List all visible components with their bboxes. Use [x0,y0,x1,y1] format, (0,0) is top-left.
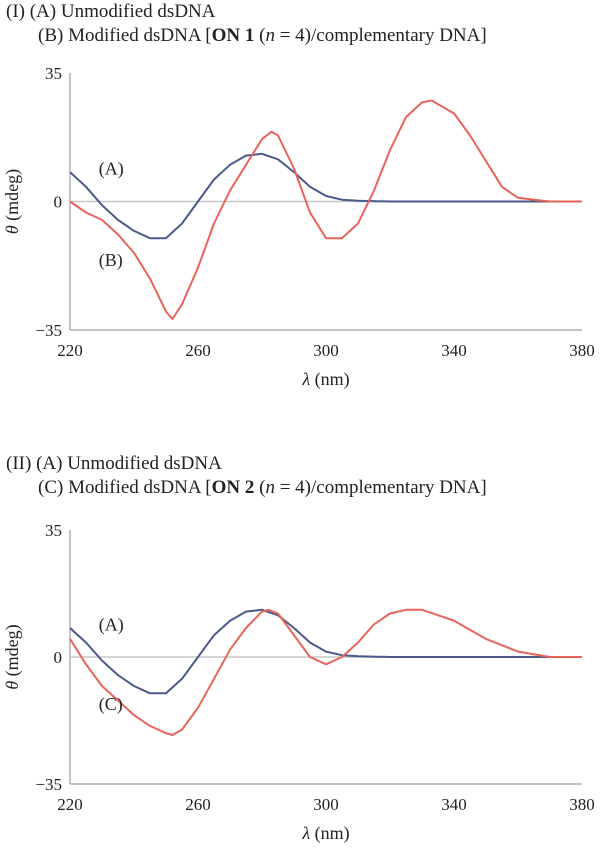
line-b-strong: ON 1 [211,25,255,46]
y-tick-label: −35 [35,775,62,794]
x-tick-label: 340 [441,341,467,360]
panel-2-legend-line-a: (II) (A) Unmodified dsDNA [6,452,487,476]
series-label-c: (C) [99,694,123,715]
panel-1-heading: (I) (A) Unmodified dsDNA (B) Modified ds… [6,0,487,48]
x-tick-label: 300 [313,341,339,360]
line-c-ital: n [265,477,275,498]
y-tick-label: 35 [45,521,62,540]
y-axis-label: θ (mdeg) [2,169,23,234]
y-tick-label: 0 [54,193,63,212]
panel-2-heading: (II) (A) Unmodified dsDNA (C) Modified d… [6,452,487,500]
x-tick-label: 220 [57,795,83,814]
panel-2-label: (II) [6,453,32,474]
x-tick-label: 260 [185,795,211,814]
panel-1-legend-line-a: (I) (A) Unmodified dsDNA [6,0,487,24]
line-b-ital: n [265,25,275,46]
y-tick-label: 0 [54,648,63,667]
line-c-prefix: (C) Modified dsDNA [ [38,477,212,498]
y-axis-label: θ (mdeg) [2,624,23,689]
chart-panel-2: 220 260 300 340 380 −35 0 35 λ (nm) θ (mdeg) (A) (C… [2,521,595,844]
series-line-c [69,608,582,736]
line-c-strong: ON 2 [211,477,255,498]
panel-1-line-a-text: (A) Unmodified dsDNA [29,1,216,22]
line-b-suffix: = 4)/complementary DNA] [274,25,487,46]
line-b-mid: ( [254,25,266,46]
series-label-a: (A) [99,158,124,179]
x-axis-label: λ (nm) [301,369,349,390]
y-tick-label: −35 [35,321,62,340]
x-axis-label: λ (nm) [301,823,349,844]
x-tick-label: 260 [185,341,211,360]
line-c-suffix: = 4)/complementary DNA] [274,477,487,498]
line-b-prefix: (B) Modified dsDNA [ [38,25,212,46]
x-tick-label: 340 [441,795,467,814]
line-c-mid: ( [254,477,266,498]
panel-1-legend-line-b: (B) Modified dsDNA [ON 1 (n = 4)/complem… [6,24,487,48]
chart-panel-1: 220 260 300 340 380 −35 0 35 λ (nm) θ (mdeg) (A) (B… [2,64,595,390]
panel-1-label: (I) [6,1,25,22]
y-tick-label: 35 [45,64,62,83]
x-tick-label: 300 [313,795,339,814]
series-line-b [69,99,582,320]
panel-2-line-a-text: (A) Unmodified dsDNA [36,453,222,474]
series-line-a [69,608,582,695]
series-label-b: (B) [99,250,123,271]
x-tick-label: 380 [569,795,595,814]
panel-2-legend-line-c: (C) Modified dsDNA [ON 2 (n = 4)/complem… [6,476,487,500]
x-tick-label: 220 [57,341,83,360]
series-line-a [69,152,582,240]
x-tick-label: 380 [569,341,595,360]
series-label-a: (A) [99,614,124,635]
